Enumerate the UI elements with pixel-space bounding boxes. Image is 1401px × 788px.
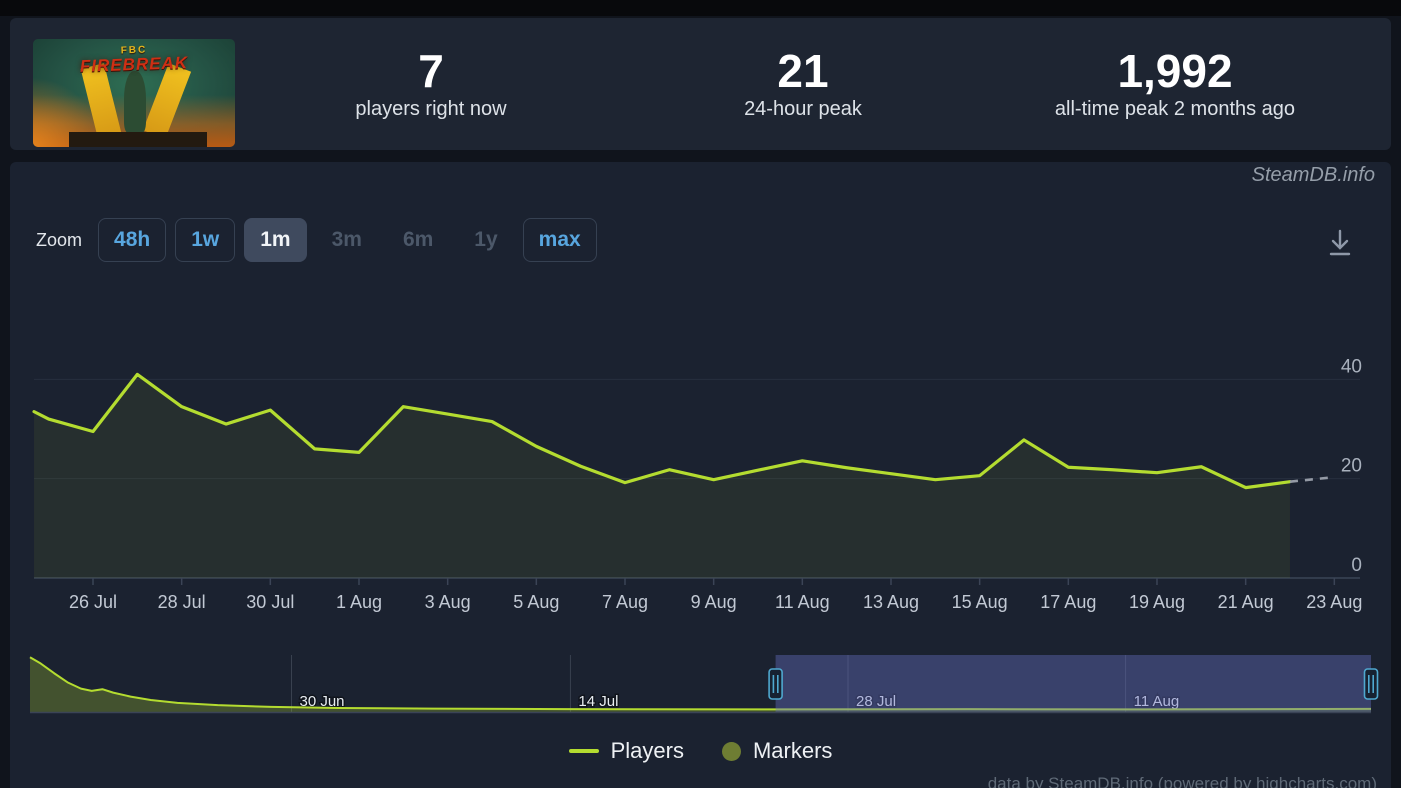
x-axis-label: 19 Aug [1129, 592, 1185, 612]
stat-label-24h-peak: 24-hour peak [744, 97, 862, 120]
stat-label-all-time-peak: all-time peak 2 months ago [1054, 97, 1296, 120]
chart-legend: Players Markers [10, 738, 1391, 764]
zoom-button-3m: 3m [316, 218, 378, 262]
x-axis-label: 3 Aug [425, 592, 471, 612]
stats-row: 7 players right now 21 24-hour peak 1,99… [245, 18, 1361, 150]
legend-label: Players [610, 738, 684, 763]
navigator-series-line [29, 656, 1372, 711]
legend-item-markers[interactable]: Markers [721, 738, 833, 764]
y-axis-label-0: 0 [1351, 555, 1362, 576]
download-icon[interactable] [1325, 228, 1355, 260]
x-axis-label: 1 Aug [336, 592, 382, 612]
stat-players-right-now: 7 players right now [245, 18, 617, 150]
stat-value-all-time-peak: 1,992 [1117, 44, 1233, 97]
zoom-label: Zoom [36, 229, 83, 250]
legend-markers-swatch-icon [721, 741, 741, 761]
y-axis-label-20: 20 [1341, 456, 1362, 477]
legend-item-players[interactable]: Players [568, 738, 684, 764]
chart-navigator: 30 Jun 14 Jul 28 Jul 11 Aug [29, 655, 1379, 714]
navigator-date-label: 30 Jun [299, 693, 344, 710]
zoom-button-max[interactable]: max [522, 218, 597, 262]
x-axis-label: 11 Aug [775, 592, 830, 612]
navigator-handle-grip-icon [1363, 668, 1379, 700]
x-axis-label: 15 Aug [952, 592, 1008, 612]
legend-players-swatch-icon [568, 749, 599, 753]
zoom-button-1w[interactable]: 1w [175, 218, 236, 262]
highcharts-credits-link[interactable]: data by SteamDB.info (powered by highcha… [987, 774, 1377, 788]
navigator-date-label: 14 Jul [578, 693, 618, 710]
plot-area[interactable] [34, 282, 1360, 578]
x-axis-label: 7 Aug [602, 592, 648, 612]
thumbnail-base-art [69, 132, 207, 147]
browser-top-strip [0, 0, 1401, 16]
players-series-area [34, 374, 1290, 578]
x-axis-label: 9 Aug [691, 592, 737, 612]
x-axis-label: 30 Jul [246, 592, 294, 612]
players-series-line [32, 372, 1292, 490]
zoom-button-48h[interactable]: 48h [98, 218, 167, 262]
navigator-handle-grip-icon [768, 668, 783, 700]
navigator-handle-right[interactable] [1363, 668, 1379, 700]
zoom-button-1m[interactable]: 1m [244, 218, 307, 262]
zoom-toolbar: Zoom 48h 1w 1m 3m 6m 1y max [36, 218, 597, 262]
thumbnail-statue-art [124, 71, 146, 133]
navigator-date-label: 28 Jul [856, 693, 896, 710]
legend-label: Markers [752, 738, 833, 763]
game-thumbnail[interactable]: FBC FIREBREAK [33, 39, 235, 147]
steamdb-watermark: SteamDB.info [1251, 164, 1375, 186]
x-axis-label: 13 Aug [863, 592, 919, 612]
y-axis-label-40: 40 [1341, 356, 1362, 377]
x-axis-label: 5 Aug [513, 592, 559, 612]
x-axis-label: 21 Aug [1218, 592, 1274, 612]
x-axis-label: 17 Aug [1040, 592, 1096, 612]
x-axis-label: 28 Jul [158, 592, 206, 612]
stat-value-current-players: 7 [418, 44, 444, 97]
zoom-button-1y: 1y [458, 218, 513, 262]
player-stats-panel: FBC FIREBREAK 7 players right now 21 24-… [10, 18, 1391, 150]
navigator-date-label: 11 Aug [1134, 693, 1180, 710]
stat-all-time-peak: 1,992 all-time peak 2 months ago [989, 18, 1361, 150]
x-axis-label: 26 Jul [69, 592, 117, 612]
x-axis-label: 23 Aug [1306, 592, 1362, 612]
navigator-series-area [30, 657, 1371, 712]
stat-label-current-players: players right now [355, 97, 507, 120]
navigator-selected-range[interactable] [775, 655, 1371, 712]
stat-value-24h-peak: 21 [777, 44, 829, 97]
stat-24h-peak: 21 24-hour peak [617, 18, 989, 150]
main-player-chart: 0 20 40 26 Jul 28 Jul 30 Jul 1 Aug 3 Aug 5 Aug 7 … [32, 282, 1362, 612]
navigator-handle-left[interactable] [768, 668, 783, 700]
zoom-button-6m: 6m [387, 218, 449, 262]
players-projection-dashed-line [1289, 475, 1335, 483]
